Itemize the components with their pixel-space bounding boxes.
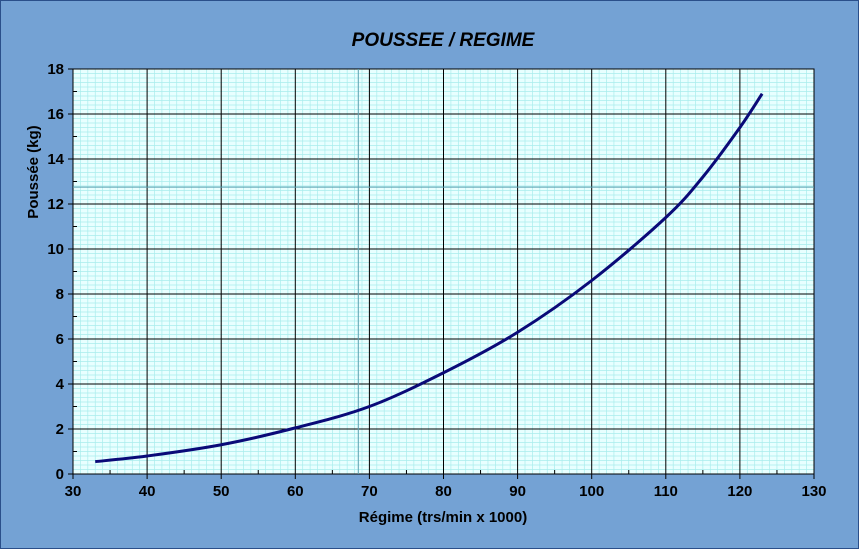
- series-line: [95, 92, 764, 464]
- x-tick-label: 60: [287, 483, 304, 500]
- x-tick-label: 130: [801, 483, 826, 500]
- chart-title: POUSSEE / REGIME: [352, 30, 536, 51]
- x-tick-label: 80: [435, 483, 452, 500]
- y-tick-label: 14: [47, 151, 64, 168]
- y-tick-label: 4: [56, 376, 65, 393]
- x-tick-label: 30: [65, 483, 82, 500]
- plot-border: [72, 68, 815, 475]
- x-axis-label: Régime (trs/min x 1000): [359, 509, 527, 526]
- y-tick-label: 0: [56, 466, 64, 483]
- y-tick-label: 16: [47, 106, 64, 123]
- y-tick-label: 10: [47, 241, 64, 258]
- y-tick-label: 6: [56, 331, 64, 348]
- x-tick-label: 40: [139, 483, 156, 500]
- y-tick-label: 12: [47, 196, 64, 213]
- y-tick-label: 18: [47, 61, 64, 78]
- x-tick-label: 50: [213, 483, 230, 500]
- y-tick-label: 8: [56, 286, 64, 303]
- x-tick-label: 110: [654, 483, 678, 500]
- x-tick-label: 100: [579, 483, 604, 500]
- x-tick-label: 120: [727, 483, 752, 500]
- y-axis-label: Poussée (kg): [25, 125, 42, 218]
- x-tick-label: 90: [509, 483, 526, 500]
- y-tick-label: 2: [56, 421, 64, 438]
- x-tick-label: 70: [361, 483, 378, 500]
